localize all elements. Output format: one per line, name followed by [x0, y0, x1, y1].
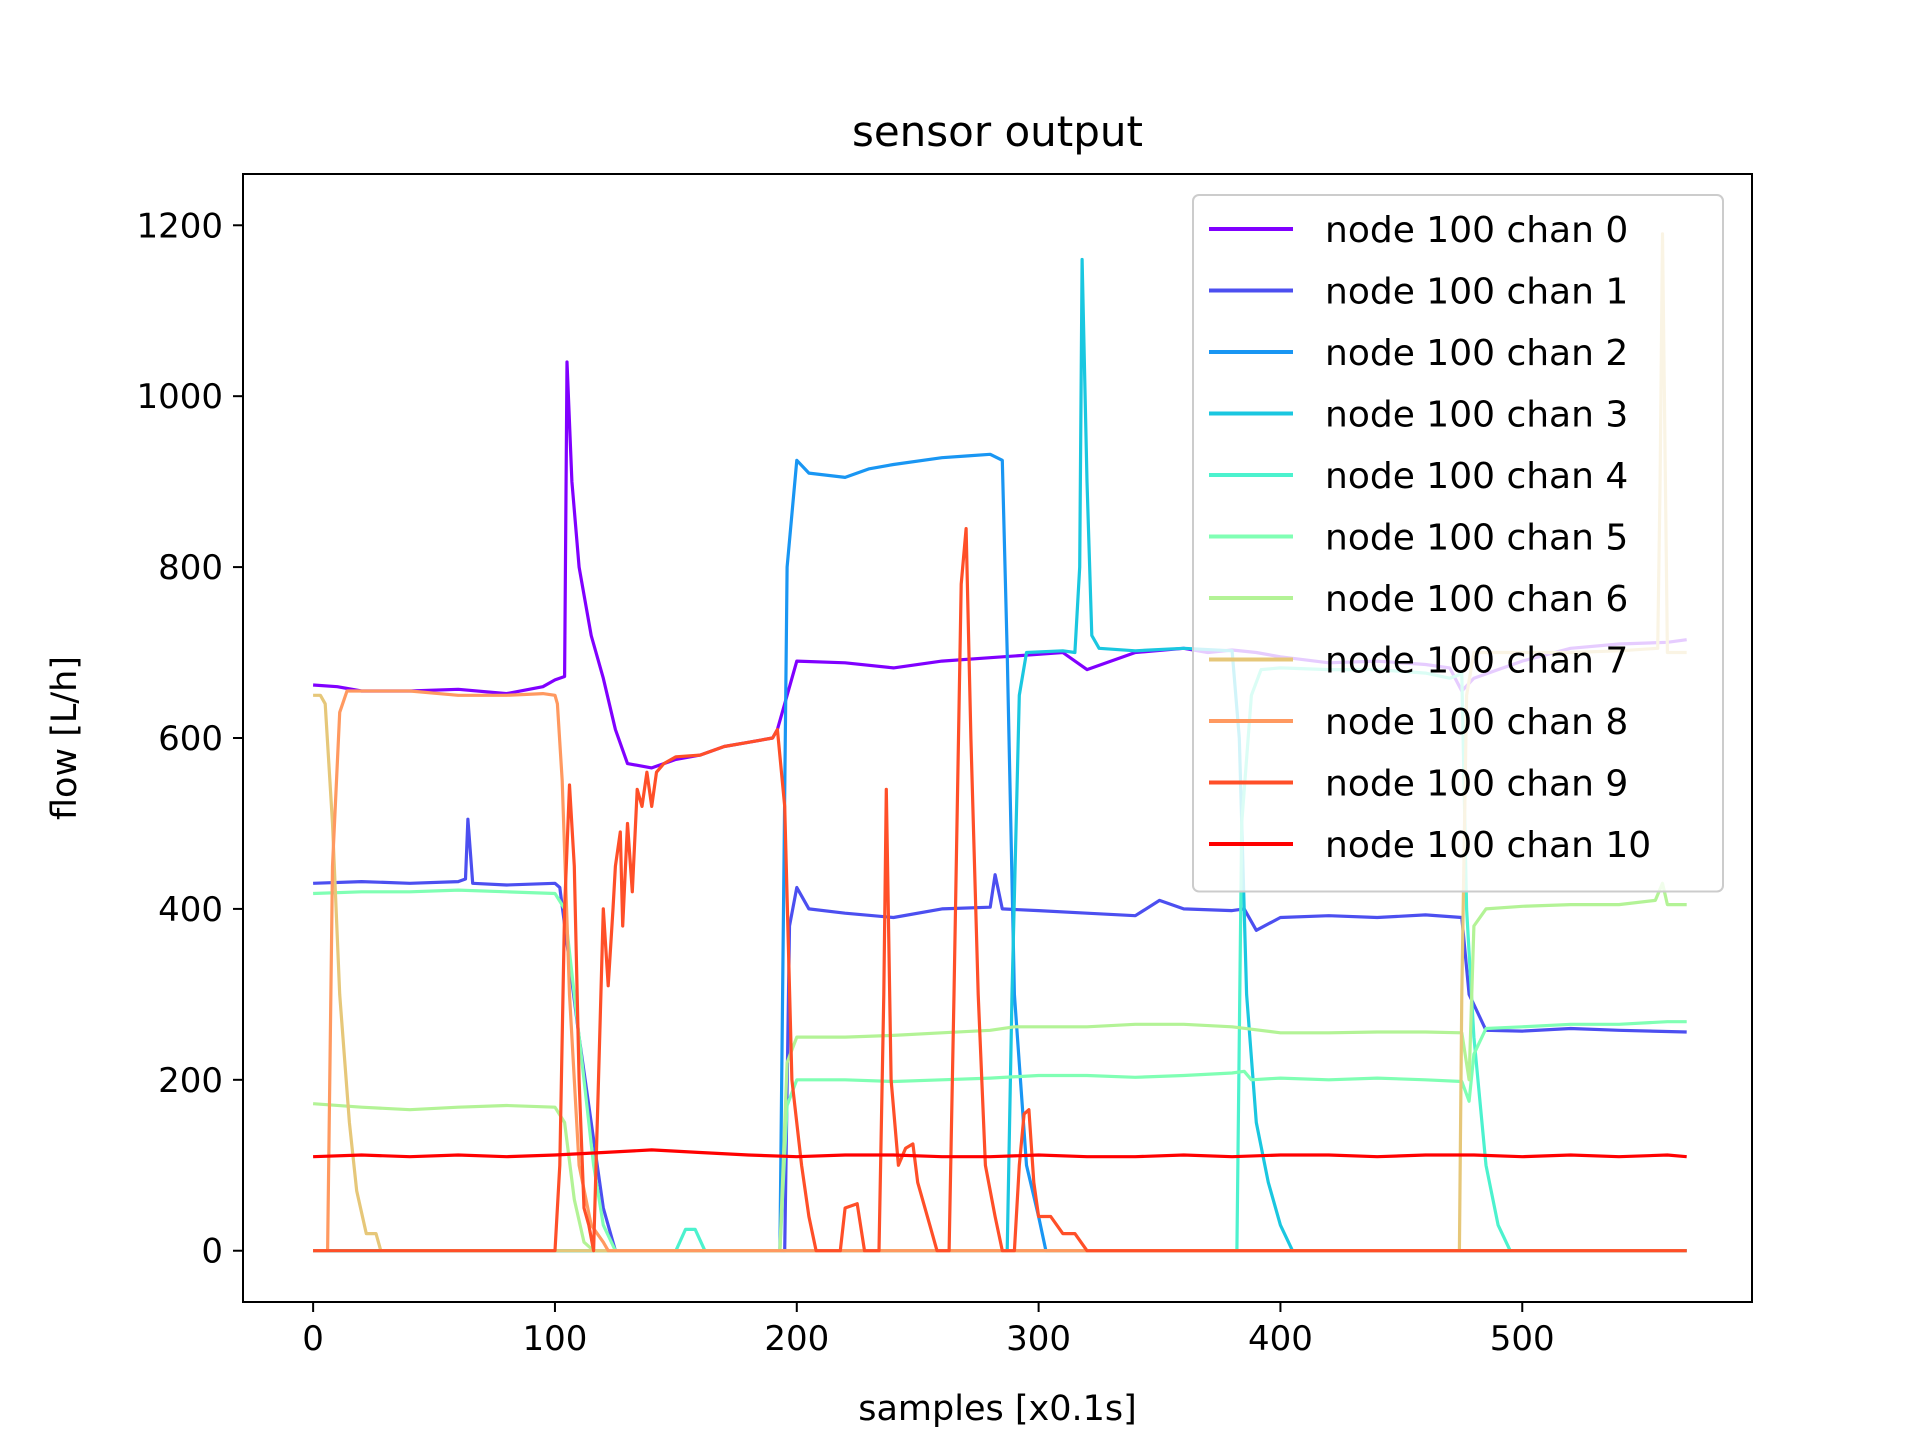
legend-label: node 100 chan 8	[1325, 702, 1628, 743]
x-tick-label: 300	[1006, 1319, 1071, 1359]
legend: node 100 chan 0 node 100 chan 1 node 100 c…	[1192, 194, 1724, 893]
series-line-chan-9	[313, 527, 1687, 1253]
series-line-chan-1	[313, 817, 1687, 1253]
y-tick-label: 1000	[136, 377, 223, 417]
x-axis-label: samples [x0.1s]	[858, 1389, 1137, 1429]
legend-label: node 100 chan 7	[1325, 641, 1628, 682]
y-axis: 0 200 400 600 800 1000 1200	[136, 206, 243, 1272]
series-layer	[312, 232, 1687, 1253]
series-line-chan-6	[312, 881, 1687, 1253]
series-line-chan-3	[313, 257, 1687, 1253]
y-tick-label: 200	[158, 1061, 223, 1101]
legend-label: node 100 chan 2	[1325, 333, 1628, 374]
y-tick-label: 800	[158, 548, 223, 588]
y-tick-label: 400	[158, 890, 223, 930]
legend-label: node 100 chan 5	[1325, 518, 1628, 559]
legend-label: node 100 chan 0	[1325, 210, 1628, 251]
legend-label: node 100 chan 9	[1325, 764, 1628, 805]
x-tick-label: 200	[764, 1319, 829, 1359]
legend-label: node 100 chan 6	[1325, 579, 1628, 620]
x-tick-label: 100	[523, 1319, 588, 1359]
legend-label: node 100 chan 1	[1325, 272, 1628, 313]
series-line-chan-10	[313, 1148, 1687, 1159]
y-tick-label: 0	[201, 1232, 223, 1272]
legend-label: node 100 chan 3	[1325, 395, 1628, 436]
y-tick-label: 600	[158, 719, 223, 759]
x-tick-label: 0	[302, 1319, 324, 1359]
legend-label: node 100 chan 4	[1325, 456, 1628, 497]
series-line-chan-8	[313, 689, 1687, 1253]
chart-title: sensor output	[852, 107, 1143, 156]
x-axis: 0 100 200 300 400 500	[302, 1302, 1555, 1359]
series-line-chan-2	[313, 452, 1687, 1253]
legend-label: node 100 chan 10	[1325, 825, 1651, 866]
legend-box	[1192, 194, 1724, 893]
x-tick-label: 400	[1248, 1319, 1313, 1359]
y-tick-label: 1200	[136, 206, 223, 246]
x-tick-label: 500	[1490, 1319, 1555, 1359]
y-axis-label: flow [L/h]	[45, 656, 85, 820]
